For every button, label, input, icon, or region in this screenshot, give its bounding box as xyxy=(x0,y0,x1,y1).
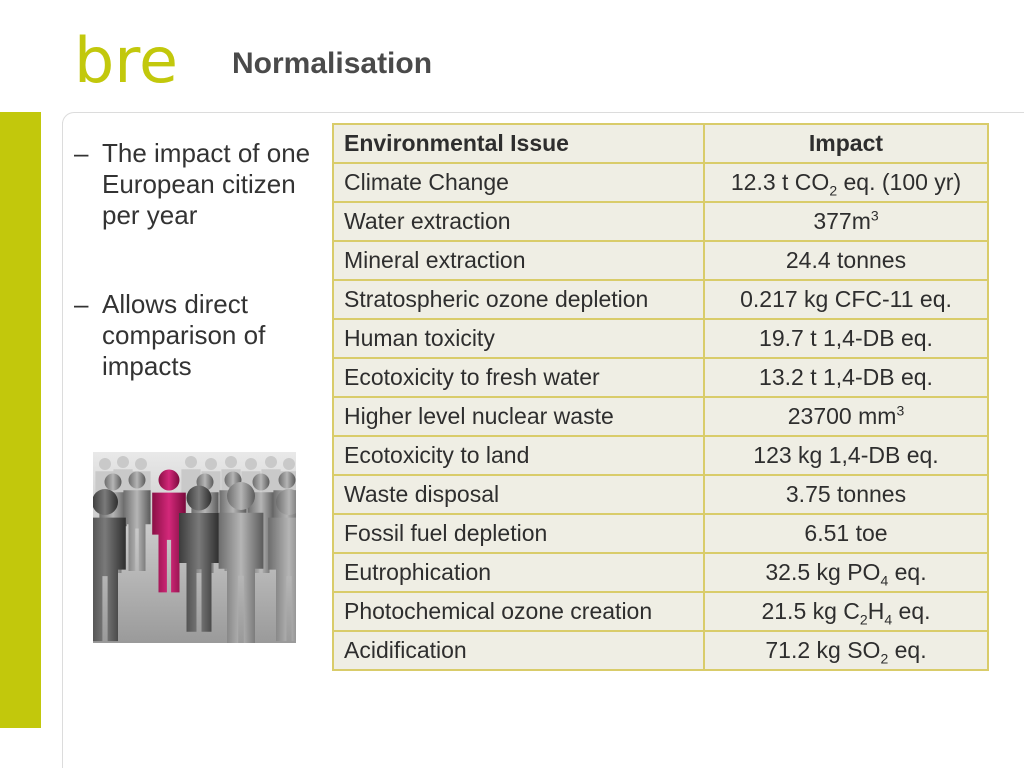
impact-cell: 21.5 kg C2H4 eq. xyxy=(703,591,989,632)
table-row: Ecotoxicity to land 123 kg 1,4-DB eq. xyxy=(332,435,989,476)
impact-cell: 377m3 xyxy=(703,201,989,242)
impact-value-part: 13.2 t 1,4-DB eq. xyxy=(759,364,933,390)
impact-cell: 71.2 kg SO2 eq. xyxy=(703,630,989,671)
issue-cell: Acidification xyxy=(332,630,705,671)
table-row: Fossil fuel depletion 6.51 toe xyxy=(332,513,989,554)
issue-cell: Ecotoxicity to land xyxy=(332,435,705,476)
content-frame-line xyxy=(62,122,63,768)
impact-value-part: 23700 mm xyxy=(787,403,897,429)
table-row: Eutrophication 32.5 kg PO4 eq. xyxy=(332,552,989,593)
impact-cell: 123 kg 1,4-DB eq. xyxy=(703,435,989,476)
impact-value-part: 19.7 t 1,4-DB eq. xyxy=(759,325,933,351)
bullet-text: Allows direct comparison of impacts xyxy=(102,289,266,381)
content-frame-corner xyxy=(62,112,76,126)
impact-value-part: 3 xyxy=(896,402,905,419)
issue-cell: Mineral extraction xyxy=(332,240,705,281)
impact-value-part: 123 kg 1,4-DB eq. xyxy=(753,442,939,468)
impact-value-part: 21.5 kg C xyxy=(761,598,860,624)
impact-cell: 23700 mm3 xyxy=(703,396,989,437)
bullet-item: – Allows direct comparison of impacts xyxy=(74,289,314,382)
bullet-list: – The impact of one European citizen per… xyxy=(74,138,314,382)
impact-value-part: 3 xyxy=(870,207,879,224)
bullet-item: – The impact of one European citizen per… xyxy=(74,138,314,231)
issue-cell: Fossil fuel depletion xyxy=(332,513,705,554)
impact-cell: 13.2 t 1,4-DB eq. xyxy=(703,357,989,398)
impact-value-part: 3.75 tonnes xyxy=(785,481,907,507)
impact-cell: 32.5 kg PO4 eq. xyxy=(703,552,989,593)
impact-value-part: 71.2 kg SO xyxy=(765,637,881,663)
table-header-row: Environmental Issue Impact xyxy=(332,123,989,164)
issue-cell: Stratospheric ozone depletion xyxy=(332,279,705,320)
logo-text: bre xyxy=(74,24,178,88)
impact-value-part: eq. (100 yr) xyxy=(837,169,962,195)
impact-cell: 12.3 t CO2 eq. (100 yr) xyxy=(703,162,989,203)
impact-value-part: 2 xyxy=(880,650,889,667)
bullet-dash: – xyxy=(74,289,89,319)
brand-side-bar xyxy=(0,112,41,728)
impact-cell: 6.51 toe xyxy=(703,513,989,554)
impact-value-part: 2 xyxy=(859,611,868,628)
impact-value-part: 12.3 t CO xyxy=(730,169,830,195)
issue-cell: Water extraction xyxy=(332,201,705,242)
table-row: Climate Change 12.3 t CO2 eq. (100 yr) xyxy=(332,162,989,203)
crowd-people-icon xyxy=(93,452,296,643)
impact-value-part: H xyxy=(867,598,885,624)
impact-value-part: 4 xyxy=(880,572,889,589)
impact-cell: 19.7 t 1,4-DB eq. xyxy=(703,318,989,359)
table-row: Ecotoxicity to fresh water 13.2 t 1,4-DB … xyxy=(332,357,989,398)
header-divider xyxy=(75,112,1024,113)
bre-logo: bre xyxy=(74,24,178,88)
issue-cell: Waste disposal xyxy=(332,474,705,515)
impact-value-part: 2 xyxy=(829,182,838,199)
issue-cell: Ecotoxicity to fresh water xyxy=(332,357,705,398)
table-row: Waste disposal 3.75 tonnes xyxy=(332,474,989,515)
impact-value-part: 0.217 kg CFC-11 eq. xyxy=(740,286,952,312)
bullet-dash: – xyxy=(74,138,89,168)
table-row: Higher level nuclear waste 23700 mm3 xyxy=(332,396,989,437)
table-row: Water extraction 377m3 xyxy=(332,201,989,242)
impact-value-part: 4 xyxy=(884,611,893,628)
page-title: Normalisation xyxy=(232,47,433,80)
impact-cell: 24.4 tonnes xyxy=(703,240,989,281)
normalisation-table: Environmental Issue Impact Climate Chang… xyxy=(332,123,989,671)
issue-cell: Photochemical ozone creation xyxy=(332,591,705,632)
impact-cell: 0.217 kg CFC-11 eq. xyxy=(703,279,989,320)
impact-value-part: eq. xyxy=(888,637,927,663)
column-header-issue: Environmental Issue xyxy=(332,123,705,164)
table-body: Climate Change 12.3 t CO2 eq. (100 yr) Wat… xyxy=(332,162,989,671)
issue-cell: Higher level nuclear waste xyxy=(332,396,705,437)
impact-value-part: 32.5 kg PO xyxy=(765,559,881,585)
table-row: Mineral extraction 24.4 tonnes xyxy=(332,240,989,281)
issue-cell: Eutrophication xyxy=(332,552,705,593)
column-header-impact: Impact xyxy=(703,123,989,164)
bullet-text: The impact of one European citizen per y… xyxy=(102,138,311,230)
table-row: Stratospheric ozone depletion 0.217 kg CF… xyxy=(332,279,989,320)
issue-cell: Climate Change xyxy=(332,162,705,203)
issue-cell: Human toxicity xyxy=(332,318,705,359)
impact-value-part: 6.51 toe xyxy=(804,520,888,546)
impact-value-part: eq. xyxy=(892,598,931,624)
table-row: Acidification 71.2 kg SO2 eq. xyxy=(332,630,989,671)
impact-cell: 3.75 tonnes xyxy=(703,474,989,515)
impact-value-part: eq. xyxy=(888,559,927,585)
impact-value-part: 377m xyxy=(813,208,871,234)
table-row: Photochemical ozone creation 21.5 kg C2H4… xyxy=(332,591,989,632)
table-row: Human toxicity 19.7 t 1,4-DB eq. xyxy=(332,318,989,359)
impact-value-part: 24.4 tonnes xyxy=(785,247,907,273)
